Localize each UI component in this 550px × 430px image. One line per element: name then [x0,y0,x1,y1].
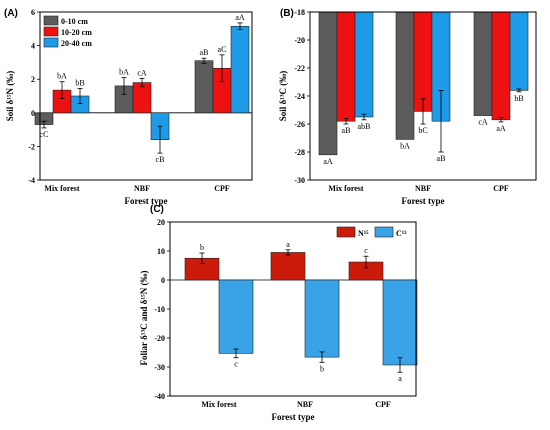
bar [318,11,338,156]
y-tick-label: -30 [154,363,165,372]
legend-swatch [43,15,59,26]
y-tick-label: -24 [294,92,305,101]
significance-label: bC [418,126,427,135]
y-tick-label: -20 [294,36,305,45]
panel-label: (A) [4,8,18,19]
plot-frame [39,11,253,181]
significance-label: bA [57,72,67,81]
y-tick-label: -26 [294,120,305,129]
x-tick-label: NBF [134,184,150,193]
x-tick-label: Mix forest [201,400,237,409]
significance-label: aB [437,154,446,163]
legend-swatch [336,226,356,238]
significance-label: cA [478,118,488,127]
significance-label: c [234,360,238,369]
panel-label: (B) [280,8,294,19]
x-tick-label: NBF [415,184,431,193]
legend-label: N¹⁵ [358,229,369,238]
bar [473,11,493,116]
x-axis-label: Forest type [124,196,167,206]
y-tick-label: 0 [31,109,35,118]
x-tick-label: Mix forest [44,184,80,193]
x-axis-label: Forest type [401,196,444,206]
legend-swatch [374,226,394,238]
significance-label: aA [496,124,506,133]
significance-label: cB [156,155,165,164]
y-tick-label: -22 [294,64,305,73]
x-tick-label: NBF [297,400,313,409]
bar [395,11,415,140]
significance-label: a [398,374,402,383]
significance-label: bB [75,78,84,87]
significance-label: b [320,364,324,373]
legend-label: 10-20 cm [61,28,92,37]
legend-swatch [43,26,59,37]
significance-label: aC [218,45,227,54]
bar [230,25,250,114]
y-tick-label: -30 [294,176,305,185]
y-tick-label: 2 [31,75,35,84]
significance-label: aB [342,126,351,135]
y-tick-label: -10 [154,305,165,314]
y-tick-label: -20 [154,334,165,343]
significance-label: cA [137,68,147,77]
legend-label: 0-10 cm [61,17,88,26]
y-tick-label: -2 [28,142,35,151]
significance-label: b [200,243,204,252]
x-tick-label: CPF [493,184,509,193]
significance-label: abB [358,122,371,131]
legend-label: C¹³ [396,229,407,238]
panel-label: (C) [150,204,164,215]
bar [218,279,254,354]
x-tick-label: CPF [375,400,391,409]
y-axis-label: Foliar δ¹³C and δ¹⁵N (‰) [139,271,149,366]
bar [270,252,306,281]
bar [304,279,340,358]
y-tick-label: -4 [28,176,35,185]
significance-label: aA [235,13,245,22]
y-tick-label: -18 [294,8,305,17]
y-axis-label: Soil δ¹⁵N (‰) [5,71,15,122]
significance-label: bB [514,94,523,103]
y-axis-label: Soil δ¹³C (‰) [278,71,288,122]
significance-label: aB [200,48,209,57]
legend-label: 20-40 cm [61,39,92,48]
bar [336,11,356,122]
y-tick-label: 4 [31,42,35,51]
panel-a-soil-n15: (A) -4 -2 0 2 4 6 cC bA aB bA cA aC bB cB aA Mix forest N… [4,8,253,206]
plot-frame [309,11,537,181]
significance-label: aA [323,157,333,166]
significance-label: a [286,240,290,249]
bar [194,60,214,114]
bar [382,279,418,366]
panel-b-soil-c13: (B) -30 -28 -26 -24 -22 -20 -18 aA bA cA aB bC aA abB a… [278,8,537,206]
significance-label: c [364,246,368,255]
y-tick-label: 6 [31,8,35,17]
significance-label: bA [400,141,410,150]
panel-c-foliar-isotopes: (C) -40 -30 -20 -10 0 10 20 b a c c b a Mix forest NBF C… [139,204,418,422]
bar [354,11,374,118]
significance-label: bA [119,68,129,77]
x-tick-label: CPF [214,184,230,193]
y-tick-label: 0 [161,276,165,285]
bar [491,11,511,121]
y-tick-label: -28 [294,148,305,157]
significance-label: cC [40,130,49,139]
x-axis-label: Forest type [271,412,314,422]
y-tick-label: -40 [154,392,165,401]
plot-frame [169,221,417,397]
y-tick-label: 10 [157,247,165,256]
legend-swatch [43,37,59,48]
bar [509,11,529,91]
y-tick-label: 20 [157,218,165,227]
x-tick-label: Mix forest [328,184,364,193]
bar [413,11,433,112]
